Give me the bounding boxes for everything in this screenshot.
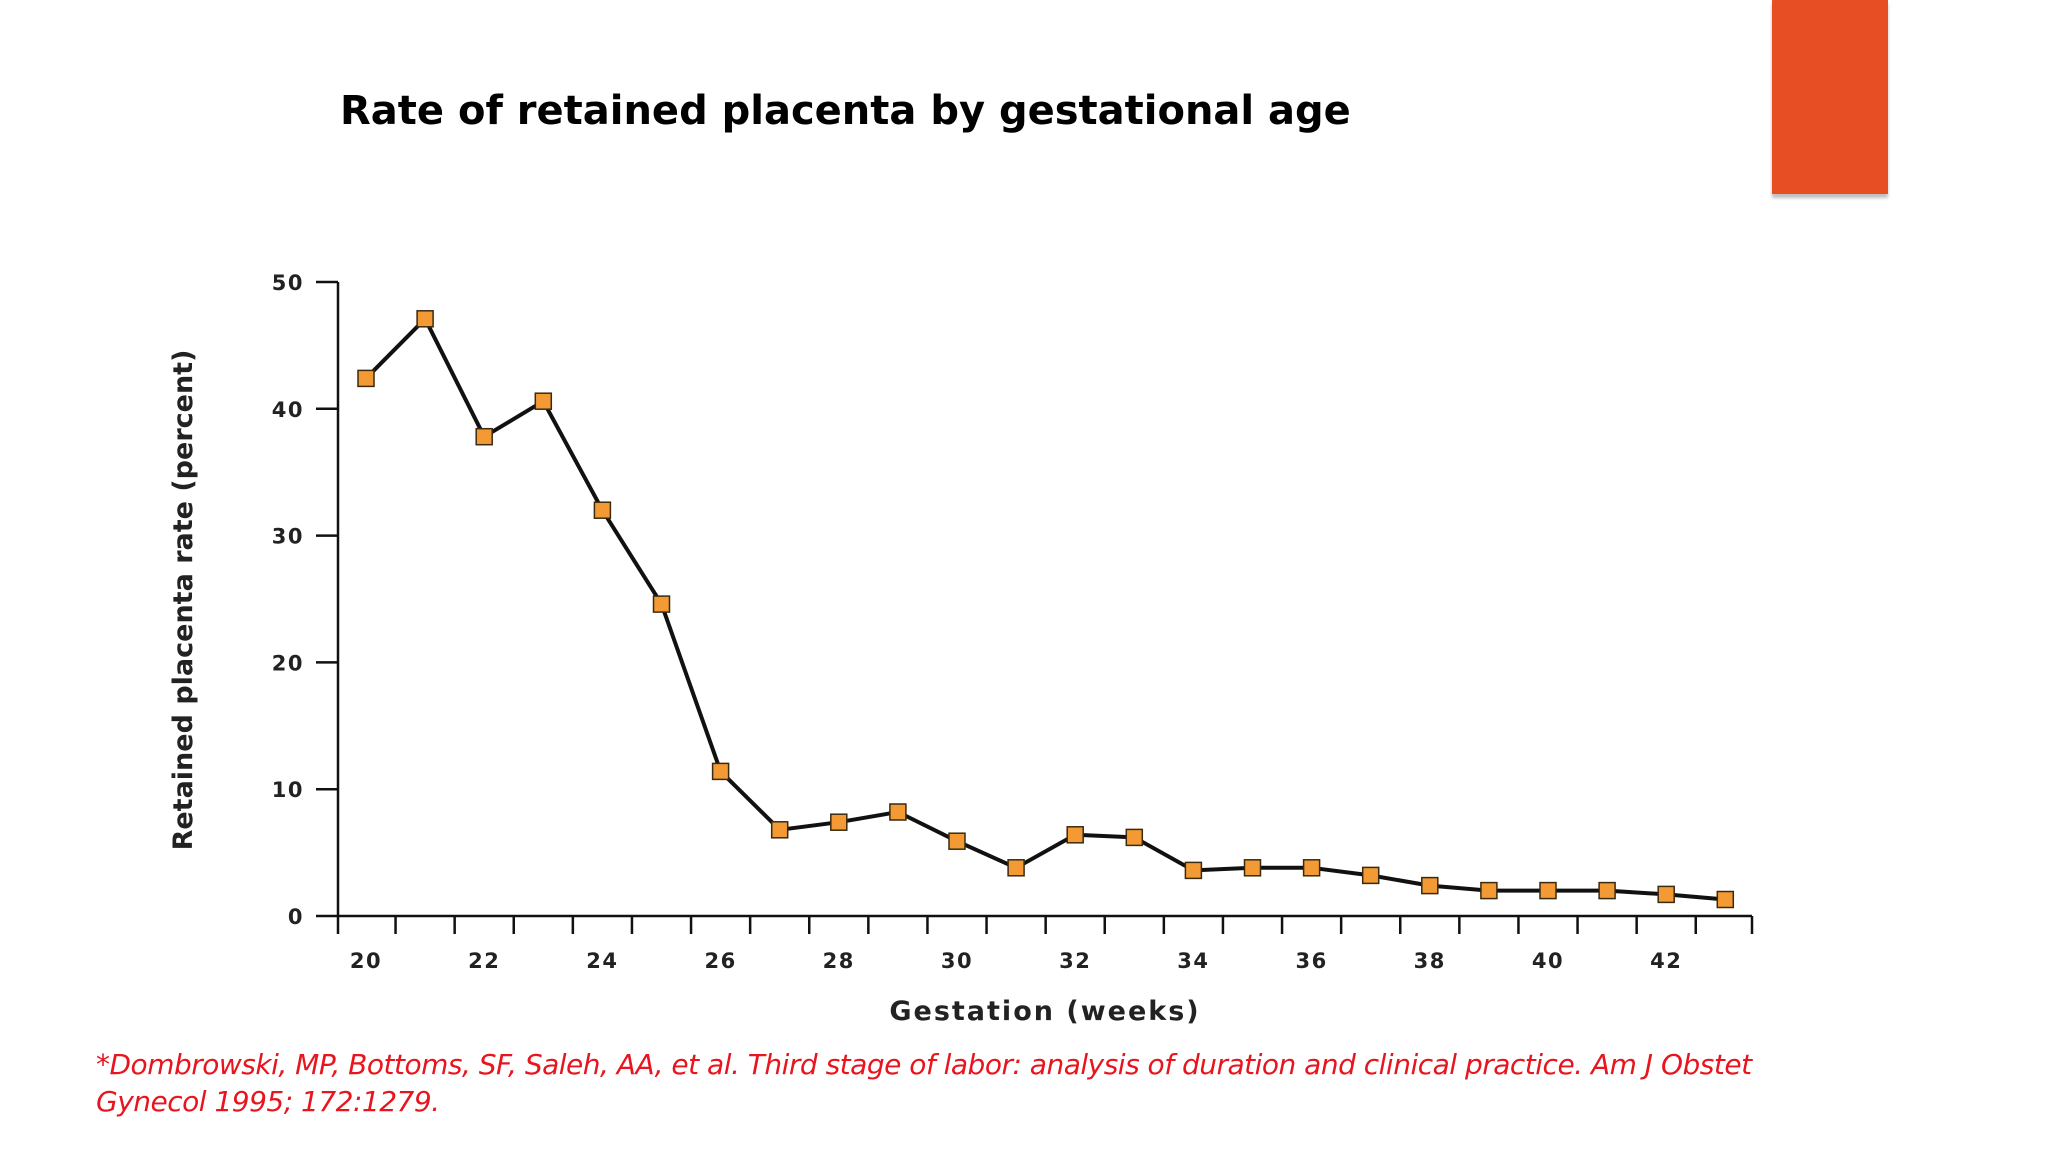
data-point-marker	[1421, 876, 1439, 895]
data-point-marker	[1243, 859, 1262, 877]
data-point-marker	[475, 427, 493, 446]
data-point-marker	[770, 821, 789, 839]
y-axis-title: Retained placenta rate (percent)	[168, 350, 199, 851]
data-point-marker	[357, 369, 375, 388]
x-tick-label: 34	[1177, 949, 1209, 973]
y-tick-label: 30	[272, 525, 304, 549]
x-tick-label: 36	[1295, 949, 1327, 973]
data-point-marker	[1066, 826, 1084, 844]
x-axis-title: Gestation (weeks)	[889, 996, 1200, 1027]
data-point-marker	[416, 310, 434, 328]
x-tick-label: 42	[1650, 949, 1682, 973]
chart-axes	[336, 282, 1752, 918]
y-tick-label: 50	[272, 271, 304, 295]
x-tick-label: 20	[350, 949, 382, 973]
data-point-marker	[1007, 859, 1025, 877]
x-tick-label: 22	[468, 949, 500, 973]
data-point-marker	[1480, 881, 1498, 900]
x-tick-label: 38	[1414, 949, 1446, 973]
y-tick-label: 0	[288, 905, 304, 929]
accent-bar	[1772, 0, 1888, 194]
data-point-marker	[1598, 881, 1616, 900]
x-tick-label: 32	[1059, 949, 1091, 973]
data-point-marker	[593, 501, 612, 519]
data-point-marker	[948, 832, 966, 850]
data-point-marker	[1125, 828, 1144, 847]
data-point-marker	[1539, 881, 1557, 900]
y-tick-label: 40	[272, 398, 304, 422]
data-point-marker	[889, 803, 907, 821]
data-point-marker	[1361, 866, 1380, 885]
slide-title: Rate of retained placenta by gestational…	[340, 88, 1351, 134]
series-line	[364, 316, 1726, 902]
data-point-marker	[534, 392, 553, 410]
data-point-marker	[1302, 859, 1321, 877]
x-tick-label: 40	[1532, 949, 1564, 973]
data-point-marker	[1184, 861, 1203, 880]
data-point-marker	[652, 595, 671, 613]
data-point-marker	[1716, 890, 1735, 909]
data-point-marker	[830, 813, 848, 831]
data-point-marker	[711, 762, 730, 781]
series-markers	[357, 310, 1735, 909]
x-tick-label: 30	[941, 949, 973, 973]
data-point-marker	[1657, 885, 1675, 904]
x-tick-label: 24	[586, 949, 618, 973]
chart-ticks: 0 10 20 30 40 50 20 22 24 26 28 30 32 34 36 38 40 42	[272, 271, 1754, 973]
y-tick-label: 20	[272, 651, 304, 675]
x-tick-label: 26	[704, 949, 736, 973]
citation-text: *Dombrowski, MP, Bottoms, SF, Saleh, AA,…	[96, 1048, 1752, 1118]
y-tick-label: 10	[272, 778, 304, 802]
x-tick-label: 28	[823, 949, 855, 973]
